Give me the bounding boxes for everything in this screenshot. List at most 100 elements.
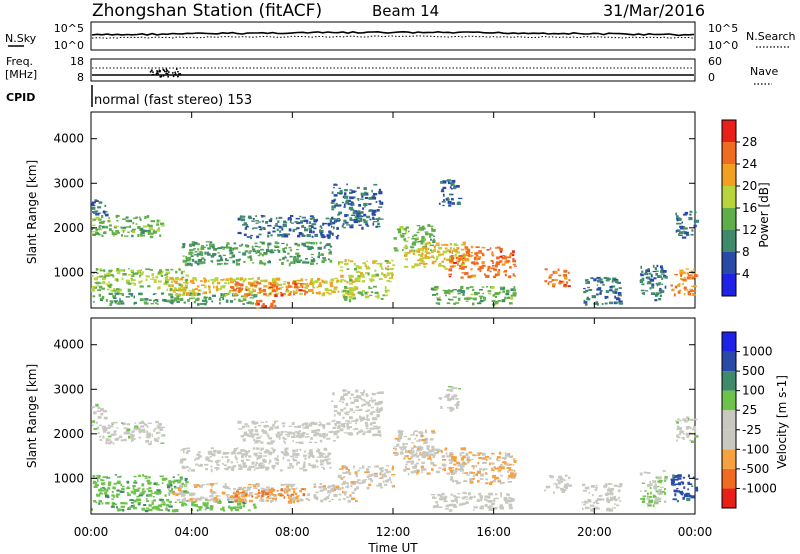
echo-cell [466,286,470,290]
echo-cell [269,426,273,429]
echo-cell [451,198,454,201]
echo-cell [587,499,591,502]
echo-cell [210,278,214,281]
echo-cell [513,459,517,463]
echo-cell [504,296,507,300]
echo-cell [304,457,307,460]
echo-cell [437,250,440,253]
echo-cell [430,449,435,453]
echo-cell [354,409,357,411]
echo-cell [609,301,614,305]
echo-cell [356,270,361,273]
echo-cell [379,201,383,204]
echo-cell [687,274,692,277]
echo-cell [450,266,454,268]
echo-cell [564,284,567,286]
echo-cell [411,265,415,269]
echo-cell [349,279,353,282]
echo-cell [260,215,264,217]
freq-dot [165,72,168,75]
echo-cell [600,290,603,292]
echo-cell [92,272,95,274]
echo-cell [679,430,684,434]
echo-cell [510,472,514,475]
echo-cell [222,254,226,256]
echo-cell [105,494,109,498]
echo-cell [463,257,465,260]
echo-cell [298,222,303,224]
echo-cell [323,292,325,294]
echo-cell [381,476,386,478]
echo-cell [504,269,508,272]
echo-cell [289,249,293,252]
echo-cell [326,243,331,246]
echo-cell [429,256,434,258]
echo-cell [314,219,319,222]
echo-cell [163,282,168,286]
echo-cell [487,268,490,272]
echo-cell [486,249,490,251]
echo-cell [139,274,141,278]
echo-cell [112,442,115,445]
echo-cell [486,499,488,502]
echo-cell [362,465,365,469]
echo-cell [359,291,363,295]
echo-cell [595,507,600,510]
echo-cell [458,268,463,270]
colorbar-band [722,332,736,352]
echo-cell [372,433,377,437]
echo-cell [452,289,454,291]
echo-cell [293,259,298,263]
echo-cell [583,287,586,290]
echo-cell [405,226,409,229]
echo-cell [439,296,441,298]
echo-cell [686,231,689,235]
echo-cell [426,445,430,448]
echo-cell [101,489,105,492]
echo-cell [386,261,391,264]
echo-cell [181,465,185,469]
echo-cell [364,196,369,199]
echo-cell [125,430,130,432]
echo-cell [690,495,695,499]
echo-cell [274,294,278,297]
echo-cell [134,479,137,483]
echo-cell [97,206,102,209]
echo-cell [100,479,105,482]
echo-cell [340,429,344,432]
echo-cell [425,247,427,251]
echo-cell [281,227,284,231]
echo-cell [128,292,131,295]
echo-cell [98,499,102,503]
echo-cell [333,405,338,409]
echo-cell [341,465,346,469]
echo-cell [499,466,504,469]
echo-cell [451,455,455,460]
echo-cell [135,427,137,431]
echo-cell [434,452,439,454]
echo-cell [189,292,194,295]
echo-cell [150,440,152,443]
echo-cell [255,447,260,450]
echo-cell [146,435,151,439]
echo-cell [256,307,260,309]
echo-cell [186,447,190,450]
echo-cell [101,234,104,237]
echo-cell [333,226,335,230]
echo-cell [285,233,291,236]
echo-cell [661,267,664,271]
echo-cell [348,287,353,291]
echo-cell [147,223,150,227]
echo-cell [421,471,423,473]
freq-dot [156,70,158,72]
echo-cell [241,455,244,459]
echo-cell [654,293,659,297]
echo-cell [431,454,436,456]
echo-cell [102,281,106,284]
echo-cell [137,502,141,505]
echo-cell [217,501,219,504]
echo-cell [181,482,184,485]
echo-cell [229,247,232,251]
echo-cell [338,192,343,195]
echo-cell [330,278,335,281]
